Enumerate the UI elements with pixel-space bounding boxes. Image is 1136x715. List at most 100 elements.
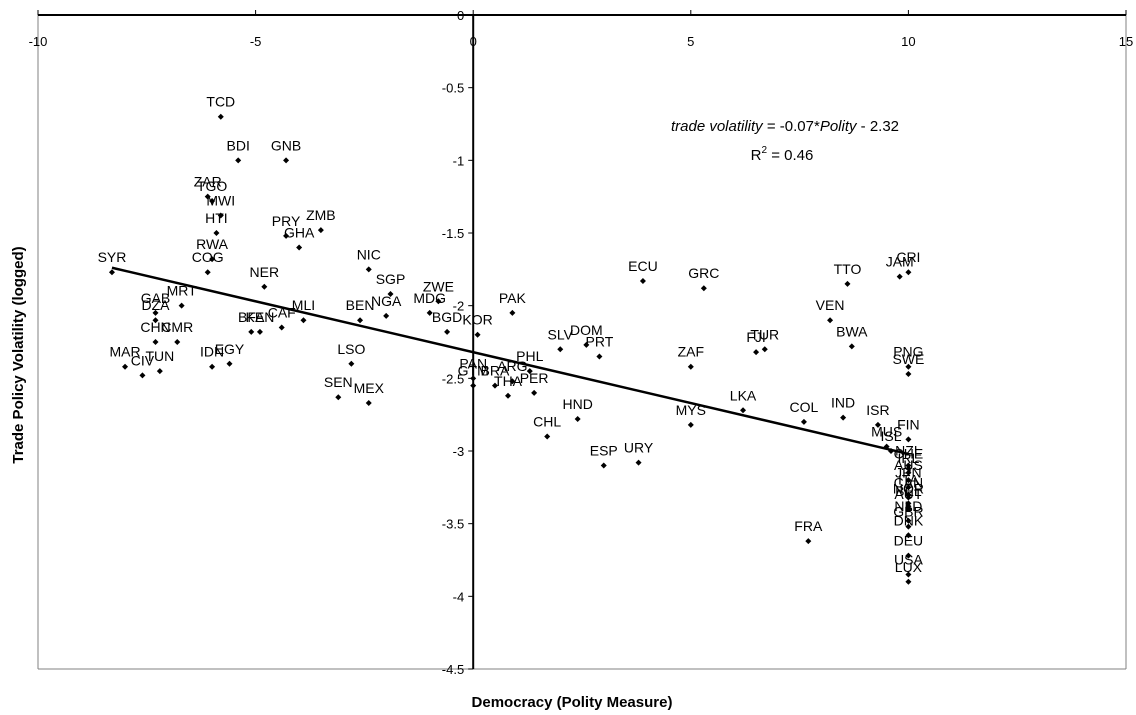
point-label-aut: AUT <box>894 486 922 502</box>
data-point-deu <box>905 552 912 559</box>
data-point-pry <box>283 232 290 239</box>
point-label-sgp: SGP <box>376 271 406 287</box>
point-label-chn: CHN <box>140 319 170 335</box>
data-point-gha <box>296 244 303 251</box>
data-point-fji <box>753 349 760 356</box>
point-label-zwe: ZWE <box>423 278 454 294</box>
point-label-ven: VEN <box>816 297 845 313</box>
data-point-tto <box>844 280 851 287</box>
point-label-isr: ISR <box>866 402 889 418</box>
point-label-zmb: ZMB <box>306 207 336 223</box>
x-tick-label: 0 <box>470 34 477 49</box>
point-label-idn: IDN <box>200 344 224 360</box>
y-tick-label: -4.5 <box>442 662 464 677</box>
data-point-bra <box>491 382 498 389</box>
point-label-mys: MYS <box>676 402 706 418</box>
data-point-slv <box>557 346 564 353</box>
data-point-idn <box>209 363 216 370</box>
y-tick-label: -3.5 <box>442 517 464 532</box>
point-label-bra: BRA <box>481 363 510 379</box>
point-label-dom: DOM <box>570 322 603 338</box>
data-point-ecu <box>639 277 646 284</box>
point-label-bdi: BDI <box>227 137 250 153</box>
data-point-zmb <box>317 227 324 234</box>
point-label-tcd: TCD <box>206 94 235 110</box>
point-label-tto: TTO <box>834 261 862 277</box>
x-axis-ticks: -10 -5 0 5 10 15 <box>29 10 1133 49</box>
data-point-gbr <box>905 523 912 530</box>
data-point-caf <box>278 324 285 331</box>
point-label-nzl: NZL <box>895 443 922 459</box>
point-label-gab: GAB <box>141 290 171 306</box>
data-point-esp <box>600 462 607 469</box>
data-point-bgd <box>444 328 451 335</box>
point-label-bfa: BFA <box>238 309 265 325</box>
data-point-tgo <box>209 198 216 205</box>
point-label-tur: TUR <box>750 326 779 342</box>
data-point-sgp <box>387 291 394 298</box>
point-label-fji: FJI <box>746 329 765 345</box>
data-point-isr <box>874 421 881 428</box>
x-tick-label: -10 <box>29 34 48 49</box>
x-tick-label: 10 <box>901 34 915 49</box>
data-point-isl <box>887 448 894 454</box>
data-point-ner <box>261 283 268 290</box>
data-points <box>108 113 912 585</box>
x-tick-label: 15 <box>1119 34 1133 49</box>
data-point-rwa <box>209 256 216 263</box>
y-tick-label: -0.5 <box>442 81 464 96</box>
data-point-cog <box>204 269 211 276</box>
point-label-ken: KEN <box>246 309 275 325</box>
y-tick-label: -1 <box>453 153 465 168</box>
point-label-nld: NLD <box>894 498 922 514</box>
data-point-ken <box>256 328 263 335</box>
point-label-che: CHE <box>894 445 924 461</box>
data-point-bdi <box>235 157 242 164</box>
y-tick-label: -2 <box>453 299 465 314</box>
point-label-deu: DEU <box>894 533 924 549</box>
point-label-aus: AUS <box>894 457 923 473</box>
point-label-rwa: RWA <box>196 236 229 252</box>
point-label-ner: NER <box>250 264 280 280</box>
point-label-lka: LKA <box>730 387 757 403</box>
data-point-civ <box>139 372 146 379</box>
x-tick-label: 5 <box>687 34 694 49</box>
data-point-grc <box>700 285 707 292</box>
point-label-nic: NIC <box>357 246 381 262</box>
data-point-arg <box>509 378 516 385</box>
point-label-slv: SLV <box>548 326 574 342</box>
data-point-sen <box>335 394 342 401</box>
axes <box>38 14 1126 669</box>
data-point-pan <box>470 375 477 382</box>
point-label-mar: MAR <box>109 344 140 360</box>
point-label-bwa: BWA <box>836 323 868 339</box>
y-tick-label: -1.5 <box>442 226 464 241</box>
point-label-pan: PAN <box>459 355 487 371</box>
point-label-caf: CAF <box>268 304 296 320</box>
data-point-lso <box>348 360 355 367</box>
point-label-fin: FIN <box>897 416 920 432</box>
data-point-dnk <box>905 532 912 539</box>
point-label-ben: BEN <box>346 297 375 313</box>
point-label-per: PER <box>520 370 549 386</box>
y-axis-ticks: 0 -0.5 -1 -1.5 -2 -2.5 -3 -3.5 -4 -4.5 <box>442 8 474 677</box>
data-point-nga <box>383 312 390 319</box>
point-label-syr: SYR <box>98 249 127 265</box>
point-label-mrt: MRT <box>167 283 198 299</box>
r-squared: R2 = 0.46 <box>751 145 814 164</box>
data-point-swe <box>905 370 912 377</box>
data-point-ben <box>357 317 364 324</box>
data-point-can <box>905 494 912 501</box>
y-axis-title: Trade Policy Volatility (logged) <box>10 246 27 463</box>
data-point-pak <box>509 309 516 316</box>
data-point-gnb <box>283 157 290 164</box>
y-tick-label: -3 <box>453 444 465 459</box>
data-point-ven <box>827 317 834 324</box>
data-point-dza <box>152 317 159 324</box>
point-label-fra: FRA <box>794 518 823 534</box>
point-label-bel: BEL <box>895 483 922 499</box>
point-label-egy: EGY <box>215 341 245 357</box>
data-point-chn <box>152 339 159 345</box>
data-point-ury <box>635 459 642 466</box>
data-point-egy <box>226 360 233 367</box>
